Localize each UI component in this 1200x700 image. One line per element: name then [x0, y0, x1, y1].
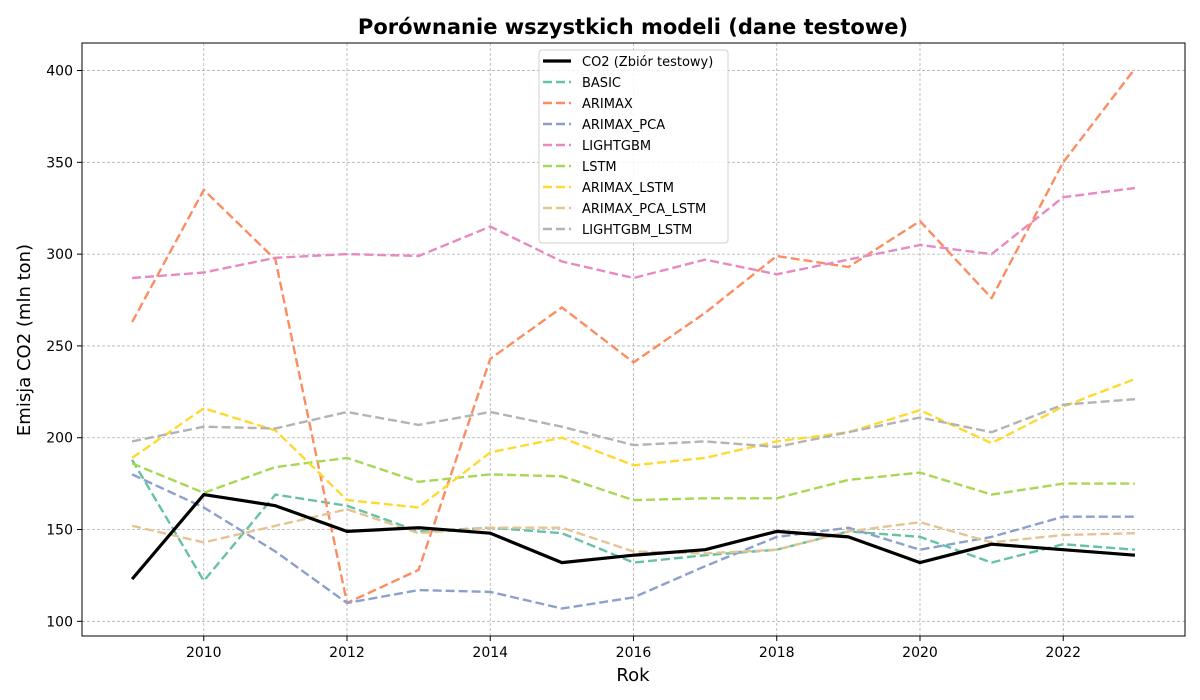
x-axis-ticks: 2010 2012 2014 2016 2018 2020 2022	[186, 636, 1081, 661]
legend-label: CO2 (Zbiór testowy)	[582, 55, 713, 70]
x-tick-label: 2012	[329, 645, 365, 661]
y-tick-label: 350	[46, 155, 73, 171]
legend-label: LIGHTGBM_LSTM	[582, 223, 692, 238]
x-axis-label: Rok	[616, 665, 650, 686]
y-axis-ticks: 100 150 200 250 300 350 400	[46, 64, 82, 630]
legend-label: LSTM	[582, 160, 617, 175]
x-tick-label: 2010	[186, 645, 222, 661]
legend-label: ARIMAX	[582, 97, 633, 112]
plot-frame	[81, 42, 1186, 637]
chart-title: Porównanie wszystkich modeli (dane testo…	[358, 15, 908, 39]
y-tick-label: 400	[46, 64, 73, 80]
y-axis-label: Emisja CO2 (mln ton)	[14, 244, 35, 436]
y-tick-label: 300	[46, 247, 73, 263]
x-tick-label: 2016	[616, 645, 652, 661]
series-line-basic	[131, 459, 1135, 583]
x-tick-label: 2022	[1045, 645, 1081, 661]
series-line-arimax-lstm	[131, 377, 1136, 509]
legend-label: ARIMAX_LSTM	[582, 181, 674, 196]
legend-label: LIGHTGBM	[582, 139, 651, 154]
y-tick-label: 150	[46, 523, 73, 539]
series-line-arimax-pca-lstm	[131, 508, 1135, 555]
y-tick-label: 200	[46, 431, 73, 447]
legend: CO2 (Zbiór testowy) BASIC ARIMAX ARIMAX_PCA…	[538, 49, 729, 244]
series-lines	[130, 67, 1136, 610]
x-tick-label: 2020	[902, 645, 938, 661]
y-tick-label: 100	[46, 614, 73, 630]
series-line-lightgbm	[132, 186, 1136, 280]
legend-label: ARIMAX_PCA_LSTM	[582, 202, 706, 217]
legend-box	[538, 49, 729, 244]
series-line-lightgbm-lstm	[131, 398, 1135, 449]
series-line-arimax-pca	[131, 473, 1135, 610]
legend-label: BASIC	[582, 76, 621, 91]
grid-lines	[82, 43, 1185, 636]
y-tick-label: 250	[46, 339, 73, 355]
legend-label: ARIMAX_PCA	[582, 118, 665, 133]
series-line-lstm	[131, 456, 1135, 502]
series-line-arimax	[131, 67, 1136, 605]
x-tick-label: 2018	[759, 645, 795, 661]
series-line-co2-zbi-r-testowy	[130, 493, 1136, 581]
x-tick-label: 2014	[472, 645, 508, 661]
